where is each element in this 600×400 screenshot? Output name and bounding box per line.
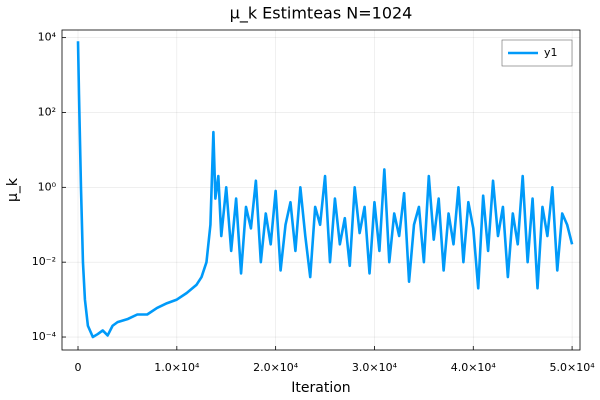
x-tick-label: 0 [75,361,82,374]
x-axis-label: Iteration [291,380,350,396]
y-tick-label: 10⁻² [32,255,56,268]
data-line [76,41,574,339]
y-tick-label: 10⁻⁴ [32,330,57,343]
y-axis-label: μ_k [5,177,21,202]
plot-frame [61,29,581,351]
y-tick-label: 10⁴ [38,31,57,44]
x-tick-label: 3.0×10⁴ [352,361,398,374]
x-tick-label: 4.0×10⁴ [451,361,497,374]
x-tick-label: 2.0×10⁴ [253,361,299,374]
y-tick-label: 10⁰ [38,180,57,193]
x-tick-label: 1.0×10⁴ [154,361,200,374]
x-tick-label: 5.0×10⁴ [550,361,596,374]
y-tick-label: 10² [38,105,56,118]
chart-title: μ_k Estimteas N=1024 [230,4,413,24]
legend-label: y1 [544,46,558,59]
